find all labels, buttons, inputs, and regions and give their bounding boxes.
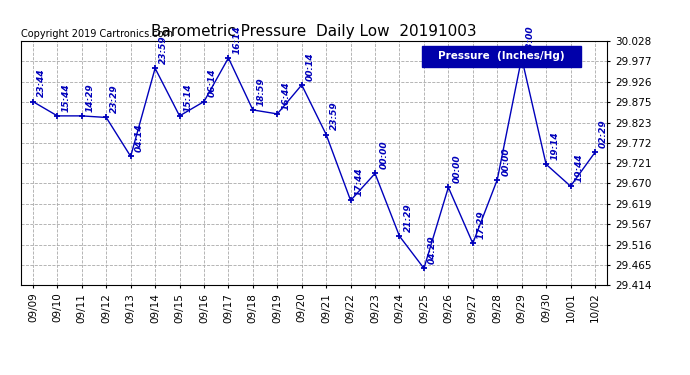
Text: 14:29: 14:29 [86,83,95,112]
Text: 23:59: 23:59 [159,36,168,64]
Text: 00:00: 00:00 [502,147,511,176]
Text: 00:00: 00:00 [453,154,462,183]
Text: Pressure  (Inches/Hg): Pressure (Inches/Hg) [438,51,565,62]
Text: 23:44: 23:44 [37,69,46,98]
Text: 23:59: 23:59 [331,102,339,130]
Text: 17:29: 17:29 [477,210,486,239]
Text: 00:00: 00:00 [380,141,388,169]
Text: 17:44: 17:44 [355,168,364,196]
Text: 19:44: 19:44 [575,153,584,182]
Text: 04:29: 04:29 [428,236,437,264]
Text: 15:14: 15:14 [184,83,193,112]
Title: Barometric Pressure  Daily Low  20191003: Barometric Pressure Daily Low 20191003 [151,24,477,39]
Text: 19:14: 19:14 [550,132,560,160]
Text: 15:44: 15:44 [61,83,70,112]
Text: 21:29: 21:29 [404,203,413,232]
Text: 16:14: 16:14 [233,25,241,54]
Text: 16:44: 16:44 [282,81,290,110]
Text: 06:14: 06:14 [208,69,217,98]
FancyBboxPatch shape [422,46,581,67]
Text: 04:14: 04:14 [135,124,144,152]
Text: 23:29: 23:29 [110,85,119,113]
Text: 23:00: 23:00 [526,25,535,54]
Text: Copyright 2019 Cartronics.com: Copyright 2019 Cartronics.com [21,29,172,39]
Text: 02:29: 02:29 [599,120,608,148]
Text: 18:59: 18:59 [257,77,266,106]
Text: 00:14: 00:14 [306,52,315,81]
